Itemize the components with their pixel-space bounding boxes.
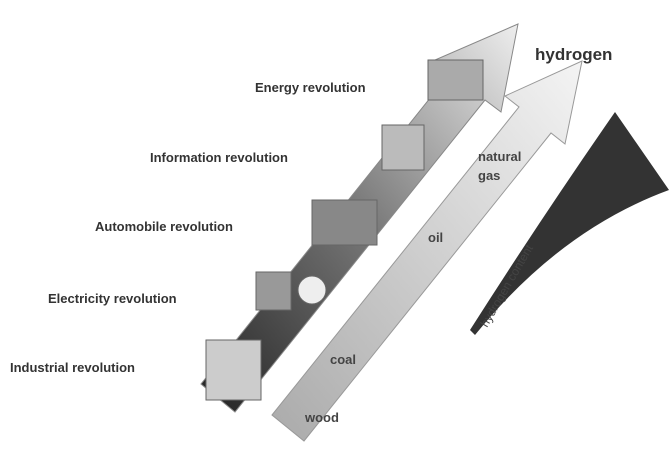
revolution-label: Automobile revolution: [95, 219, 233, 234]
content-label: hydrogen content: [477, 242, 536, 330]
icon: [206, 340, 261, 400]
fuel-label: coal: [330, 352, 356, 367]
fuel-label: natural: [478, 149, 521, 164]
fuel-label: hydrogen: [535, 45, 612, 64]
fuel-label: oil: [428, 230, 443, 245]
revolution-label: Electricity revolution: [48, 291, 177, 306]
diagram: Energy revolution Information revolution…: [0, 0, 669, 455]
icon: [298, 276, 326, 304]
revolution-label: Information revolution: [150, 150, 288, 165]
icon: [428, 60, 483, 100]
icon: [312, 200, 377, 245]
fuel-label: gas: [478, 168, 500, 183]
revolution-label: Industrial revolution: [10, 360, 135, 375]
icon: [382, 125, 424, 170]
icon: [256, 272, 291, 310]
revolution-label: Energy revolution: [255, 80, 366, 95]
fuel-label: wood: [304, 410, 339, 425]
